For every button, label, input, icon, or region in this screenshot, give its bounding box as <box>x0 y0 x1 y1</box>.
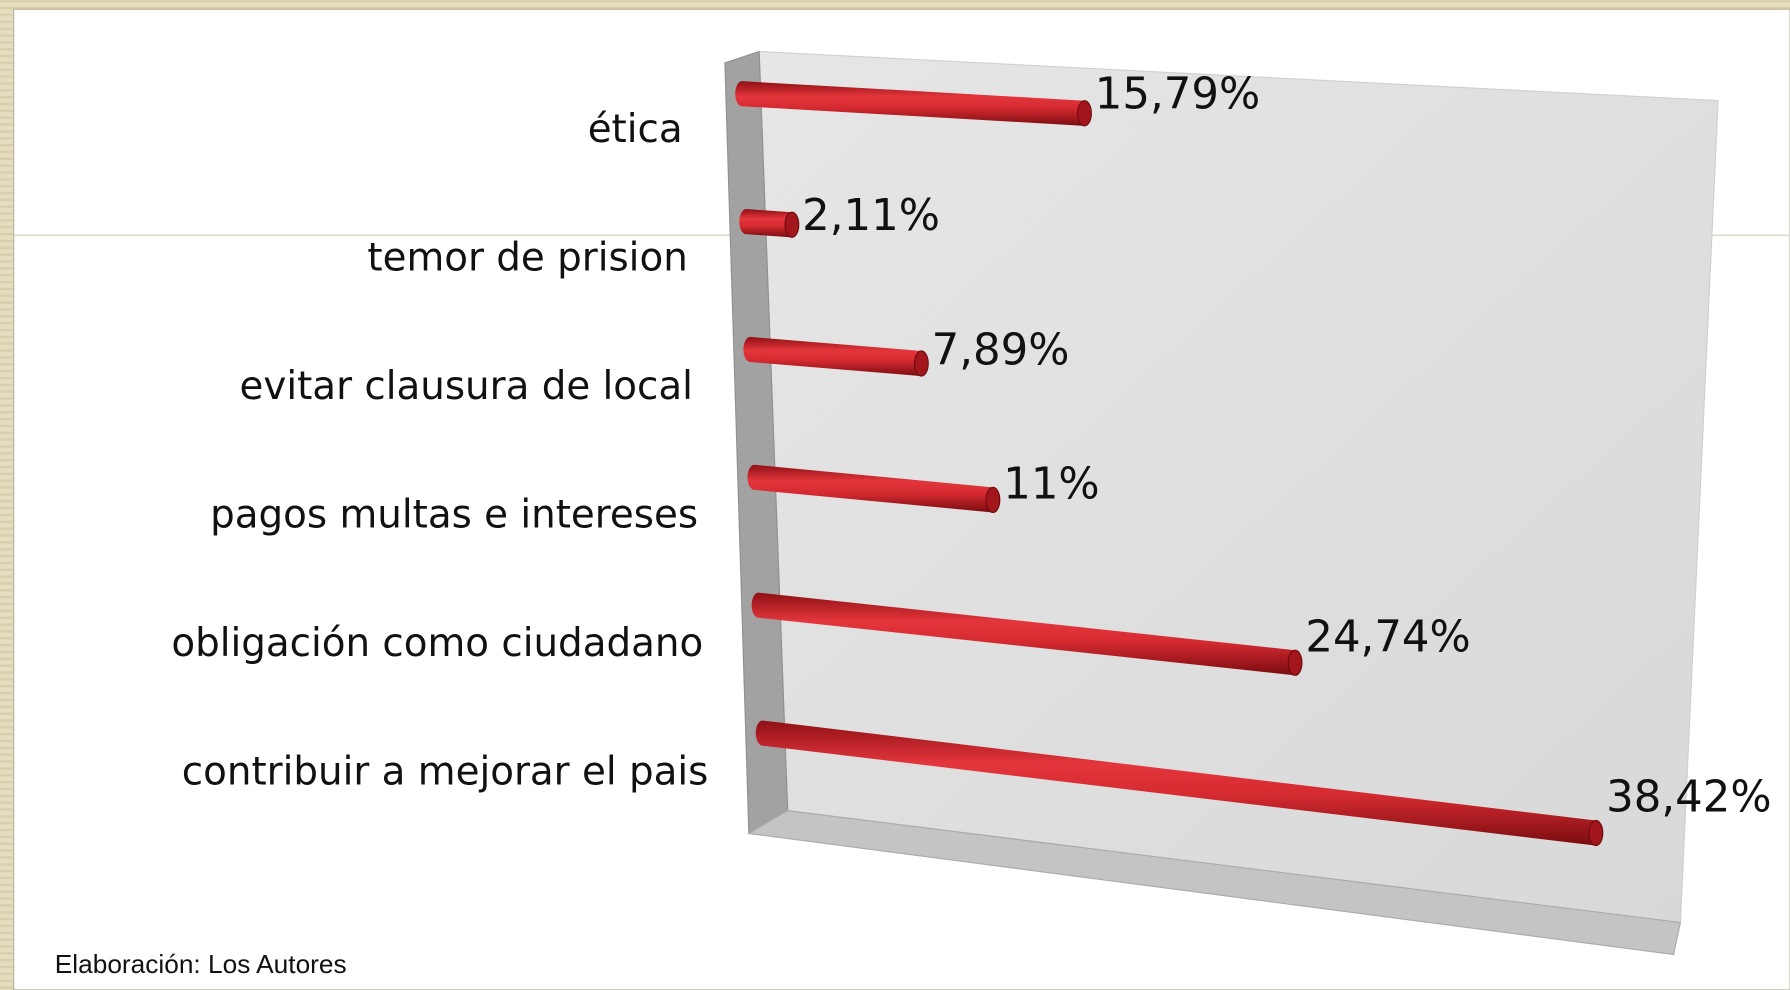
bar-body <box>747 464 993 513</box>
bar <box>735 81 1092 127</box>
bar-cap <box>1588 819 1604 847</box>
value-label: 24,74% <box>1305 612 1470 662</box>
category-label: temor de prision <box>367 235 687 280</box>
value-label: 2,11% <box>802 191 940 241</box>
bar-body <box>739 209 792 238</box>
category-label: ética <box>588 107 683 152</box>
bar-cap <box>985 486 1001 514</box>
source: Elaboración: Los Autores <box>55 949 347 979</box>
bar-body <box>751 592 1296 676</box>
bar-cap <box>1077 100 1092 127</box>
bar-cap <box>1287 649 1303 676</box>
bar-body <box>755 720 1596 846</box>
bar-body <box>735 81 1085 126</box>
value-label: 7,89% <box>932 326 1070 376</box>
value-label: 15,79% <box>1095 69 1260 119</box>
bar <box>739 209 800 238</box>
bar <box>755 720 1604 847</box>
category-label: evitar clausura de local <box>239 364 692 409</box>
bar <box>747 464 1001 514</box>
bar <box>751 592 1303 676</box>
bar-body <box>743 336 922 377</box>
bar-cap <box>784 211 800 238</box>
value-label: 38,42% <box>1606 772 1771 822</box>
category-label: contribuir a mejorar el pais <box>182 750 709 795</box>
bar-cap <box>913 350 929 377</box>
category-label: obligación como ciudadano <box>171 621 703 666</box>
bar <box>743 336 929 377</box>
floor <box>747 810 1682 956</box>
value-label: 11% <box>1003 460 1099 510</box>
category-label: pagos multas e intereses <box>210 493 698 538</box>
